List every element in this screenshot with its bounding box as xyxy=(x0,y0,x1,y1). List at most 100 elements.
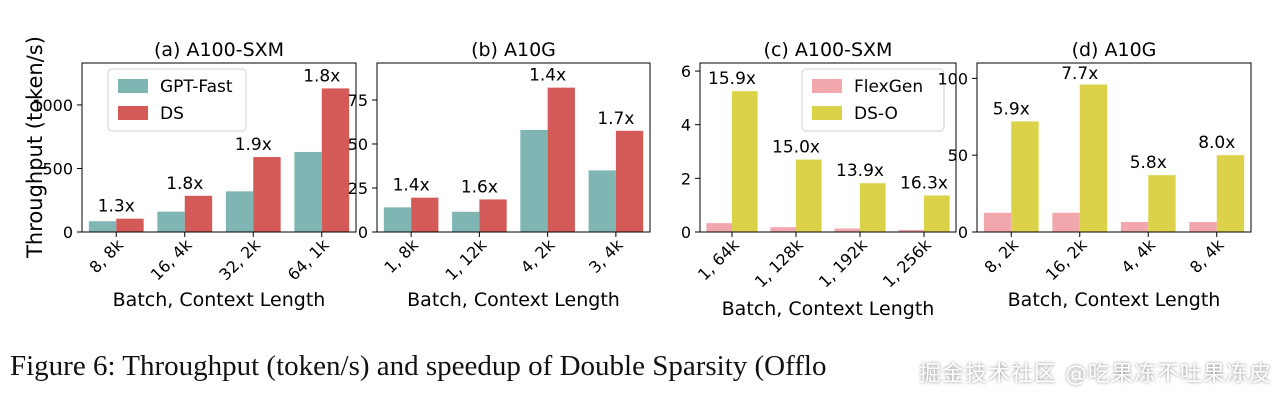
ytick-label-3-1: 50 xyxy=(948,146,968,165)
speedup-label-2-1: 15.0x xyxy=(772,138,820,158)
chart-title-2: (c) A100-SXM xyxy=(764,39,893,61)
speedup-label-3-2: 5.8x xyxy=(1130,153,1167,173)
x-axis-label-2: Batch, Context Length xyxy=(722,298,935,320)
xtick-label-2-3: 1, 256k xyxy=(879,235,935,291)
shared-ylabel: Throughput (token/s) xyxy=(23,36,47,259)
axes-frame-1 xyxy=(376,62,651,233)
bar-1-s1-0 xyxy=(411,197,439,232)
ytick-label-0-2: 1000 xyxy=(32,96,73,115)
bar-2-s0-3 xyxy=(898,229,924,232)
xtick-label-2-1: 1, 128k xyxy=(751,235,807,291)
watermark: 掘金技术社区 @吃果冻不吐果冻皮 xyxy=(919,362,1272,387)
bar-0-s1-1 xyxy=(184,195,213,232)
bar-2-s1-0 xyxy=(732,91,758,233)
legend-label-0-0: GPT-Fast xyxy=(160,77,233,97)
speedup-label-1-1: 1.6x xyxy=(461,177,498,197)
xtick-label-1-2: 4, 2k xyxy=(517,235,559,277)
ytick-label-3-0: 0 xyxy=(958,223,968,242)
bar-0-s0-0 xyxy=(88,221,117,232)
x-axis-label-0: Batch, Context Length xyxy=(113,289,326,311)
legend-swatch-2-1 xyxy=(812,106,842,120)
xtick-label-3-0: 8, 2k xyxy=(981,235,1023,277)
bar-2-s1-1 xyxy=(796,159,822,232)
bar-2-s0-0 xyxy=(706,223,732,232)
xtick-label-1-1: 1, 12k xyxy=(441,235,490,284)
bar-3-s1-3 xyxy=(1216,155,1245,232)
bar-3-s1-1 xyxy=(1079,84,1108,232)
ytick-label-1-0: 0 xyxy=(358,223,368,242)
bar-1-s1-3 xyxy=(615,130,644,232)
bar-0-s1-2 xyxy=(253,157,281,232)
xtick-label-2-0: 1, 64k xyxy=(694,235,743,284)
ytick-label-2-2: 4 xyxy=(681,116,691,135)
bar-3-s0-0 xyxy=(983,212,1012,232)
bar-3-s0-2 xyxy=(1120,222,1149,232)
speedup-label-3-1: 7.7x xyxy=(1061,64,1098,84)
x-axis-label-1: Batch, Context Length xyxy=(407,289,620,311)
speedup-label-3-0: 5.9x xyxy=(993,99,1030,119)
bar-3-s1-2 xyxy=(1148,175,1176,232)
bar-0-s1-0 xyxy=(116,218,144,232)
bar-2-s1-2 xyxy=(860,183,886,232)
ytick-label-2-3: 6 xyxy=(681,62,691,81)
legend-label-2-0: FlexGen xyxy=(854,77,923,97)
bar-0-s0-1 xyxy=(157,211,185,232)
speedup-label-1-0: 1.4x xyxy=(393,176,430,196)
speedup-label-1-2: 1.4x xyxy=(529,66,566,86)
axes-frame-2 xyxy=(699,62,957,233)
speedup-label-1-3: 1.7x xyxy=(597,109,634,129)
axes-frame-0 xyxy=(81,62,357,233)
bar-1-s1-2 xyxy=(547,87,575,232)
bar-0-s1-3 xyxy=(321,88,350,232)
legend-label-0-1: DS xyxy=(160,104,184,124)
ytick-label-3-2: 100 xyxy=(937,69,968,88)
speedup-label-0-3: 1.8x xyxy=(303,66,340,86)
bar-2-s0-2 xyxy=(834,228,860,232)
ytick-label-1-2: 50 xyxy=(348,135,368,154)
bar-0-s0-3 xyxy=(294,151,322,232)
figure-panels: Throughput (token/s) (a) A100-SXM0500100… xyxy=(23,36,1252,320)
xtick-label-0-2: 32, 2k xyxy=(215,235,264,284)
chart-title-1: (b) A10G xyxy=(471,39,556,61)
legend-swatch-2-0 xyxy=(812,79,842,93)
xtick-label-1-3: 3, 4k xyxy=(585,235,627,277)
ytick-label-2-1: 2 xyxy=(681,169,691,188)
legend-swatch-0-1 xyxy=(118,106,148,120)
xtick-label-0-1: 16, 4k xyxy=(147,235,196,284)
ytick-label-2-0: 0 xyxy=(681,223,691,242)
speedup-label-0-0: 1.3x xyxy=(98,197,135,217)
xtick-label-3-1: 16, 2k xyxy=(1042,235,1091,284)
bar-1-s0-0 xyxy=(383,207,412,232)
bar-1-s0-2 xyxy=(520,129,548,232)
legend-label-2-1: DS-O xyxy=(854,104,898,124)
speedup-label-3-3: 8.0x xyxy=(1198,133,1235,153)
bar-2-s1-3 xyxy=(924,195,950,232)
speedup-label-0-2: 1.9x xyxy=(235,135,272,155)
ytick-label-0-0: 0 xyxy=(63,223,73,242)
xtick-label-3-2: 4, 4k xyxy=(1118,235,1160,277)
ytick-label-1-3: 75 xyxy=(348,91,368,110)
figure-caption: Figure 6: Throughput (token/s) and speed… xyxy=(10,350,827,382)
xtick-label-2-2: 1, 192k xyxy=(815,235,871,291)
speedup-label-2-3: 16.3x xyxy=(900,174,948,194)
legend-swatch-0-0 xyxy=(118,79,148,93)
axes-frame-3 xyxy=(976,62,1252,233)
bar-1-s0-1 xyxy=(452,211,480,232)
ytick-label-0-1: 500 xyxy=(42,159,73,178)
chart-title-0: (a) A100-SXM xyxy=(154,39,284,61)
xtick-label-0-0: 8, 8k xyxy=(86,235,128,277)
x-axis-label-3: Batch, Context Length xyxy=(1008,289,1221,311)
bar-0-s0-2 xyxy=(225,191,254,232)
bar-1-s0-3 xyxy=(588,170,616,232)
xtick-label-3-3: 8, 4k xyxy=(1186,235,1228,277)
bar-2-s0-1 xyxy=(770,227,796,232)
bar-3-s1-0 xyxy=(1011,121,1039,232)
bar-3-s0-1 xyxy=(1052,212,1080,232)
bar-3-s0-3 xyxy=(1189,222,1217,232)
speedup-label-2-2: 13.9x xyxy=(836,161,884,181)
bar-1-s1-1 xyxy=(479,199,507,232)
speedup-label-2-0: 15.9x xyxy=(708,69,756,89)
xtick-label-0-3: 64, 1k xyxy=(284,235,333,284)
speedup-label-0-1: 1.8x xyxy=(166,174,203,194)
xtick-label-1-0: 1, 8k xyxy=(380,235,422,277)
